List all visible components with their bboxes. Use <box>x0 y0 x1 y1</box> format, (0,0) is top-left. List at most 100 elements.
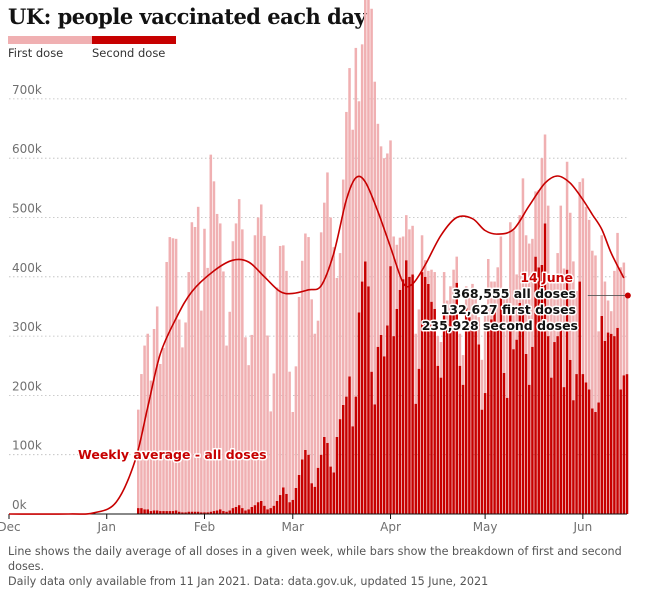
bar-second-dose <box>597 402 600 514</box>
bar-second-dose <box>282 487 285 514</box>
bar-first-dose <box>231 241 235 509</box>
annotation-first-doses: 132,627 first doses <box>441 302 576 317</box>
bar-first-dose <box>162 347 165 512</box>
bar-second-dose <box>515 339 518 514</box>
bar-second-dose <box>518 302 522 514</box>
bar-second-dose <box>152 510 156 514</box>
bar-first-dose <box>288 371 291 503</box>
x-tick-label: Jun <box>572 520 592 534</box>
bar-first-dose <box>452 269 455 305</box>
bar-first-dose <box>468 292 471 318</box>
bar-first-dose <box>534 191 537 257</box>
bar-second-dose <box>609 333 613 514</box>
bar-second-dose <box>376 346 380 514</box>
bar-first-dose <box>556 253 559 337</box>
bar-second-dose <box>319 454 323 514</box>
bar-first-dose <box>603 281 607 341</box>
bar-second-dose <box>446 324 449 514</box>
bar-first-dose <box>515 274 518 340</box>
bar-first-dose <box>263 235 266 506</box>
bar-second-dose <box>600 315 604 514</box>
bar-second-dose <box>408 276 411 514</box>
bar-first-dose <box>247 365 250 510</box>
y-tick-label: 500k <box>12 202 42 216</box>
bar-second-dose <box>225 511 228 514</box>
bar-first-dose <box>408 229 411 277</box>
bar-first-dose <box>155 306 159 511</box>
bar-first-dose <box>487 259 490 324</box>
bar-second-dose <box>471 321 474 514</box>
bar-second-dose <box>587 389 591 514</box>
bar-second-dose <box>452 304 455 514</box>
bar-second-dose <box>591 408 594 514</box>
bar-first-dose <box>609 311 613 334</box>
bar-second-dose <box>594 412 597 514</box>
bar-second-dose <box>137 508 140 514</box>
bar-second-dose <box>379 334 383 514</box>
bar-second-dose <box>275 500 279 514</box>
bar-first-dose <box>458 333 462 366</box>
bar-second-dose <box>326 442 329 514</box>
bar-first-dose <box>143 345 146 510</box>
bar-second-dose <box>401 279 405 514</box>
bar-first-dose <box>430 269 433 302</box>
bar-second-dose <box>414 403 418 514</box>
bar-second-dose <box>360 281 364 514</box>
bar-second-dose <box>263 505 266 514</box>
bar-first-dose <box>550 276 553 378</box>
bar-first-dose <box>326 172 329 443</box>
bar-second-dose <box>436 365 440 514</box>
legend-label-first-dose: First dose <box>8 46 64 60</box>
bar-first-dose <box>354 47 358 397</box>
bar-second-dose <box>464 307 468 514</box>
bar-second-dose <box>244 510 247 514</box>
bar-second-dose <box>512 349 515 514</box>
bar-second-dose <box>540 264 544 514</box>
bar-second-dose <box>357 312 361 514</box>
footnote-line-2: Daily data only available from 11 Jan 20… <box>8 575 489 588</box>
bar-first-dose <box>174 238 178 511</box>
bar-first-dose <box>483 315 487 394</box>
bar-second-dose <box>603 340 607 514</box>
bar-second-dose <box>449 312 452 514</box>
bar-second-dose <box>534 256 537 514</box>
y-tick-label: 400k <box>12 261 42 275</box>
bar-first-dose <box>389 140 392 267</box>
bar-second-dose <box>313 486 317 514</box>
bar-second-dose <box>433 308 436 514</box>
bar-first-dose <box>442 272 446 306</box>
bar-second-dose <box>382 356 386 514</box>
bar-first-dose <box>471 283 474 322</box>
bar-second-dose <box>386 325 389 514</box>
bar-first-dose <box>345 111 348 397</box>
bar-second-dose <box>546 336 550 514</box>
bar-first-dose <box>181 347 184 513</box>
bar-second-dose <box>398 289 402 514</box>
bars <box>137 0 629 514</box>
bar-first-dose <box>184 322 187 513</box>
bar-first-dose <box>464 286 468 308</box>
bar-second-dose <box>218 509 222 514</box>
bar-first-dose <box>297 296 301 475</box>
bar-second-dose <box>531 346 534 514</box>
bar-first-dose <box>423 260 427 277</box>
bar-second-dose <box>168 511 172 514</box>
bar-first-dose <box>275 287 279 501</box>
legend-swatch-first-dose <box>8 36 92 44</box>
bar-second-dose <box>468 317 471 514</box>
bar-first-dose <box>474 293 477 324</box>
bar-second-dose <box>196 511 200 514</box>
bar-first-dose <box>619 267 622 390</box>
bar-second-dose <box>307 454 310 514</box>
bar-second-dose <box>496 324 499 514</box>
bar-first-dose <box>581 178 585 375</box>
bar-first-dose <box>200 310 203 513</box>
annotation-date: 14 June <box>520 270 573 285</box>
bar-second-dose <box>200 512 203 514</box>
bar-second-dose <box>572 400 575 514</box>
bar-first-dose <box>420 235 424 273</box>
bar-second-dose <box>490 319 493 514</box>
bar-first-dose <box>455 256 458 283</box>
bar-second-dose <box>521 312 525 514</box>
bar-second-dose <box>247 509 250 514</box>
